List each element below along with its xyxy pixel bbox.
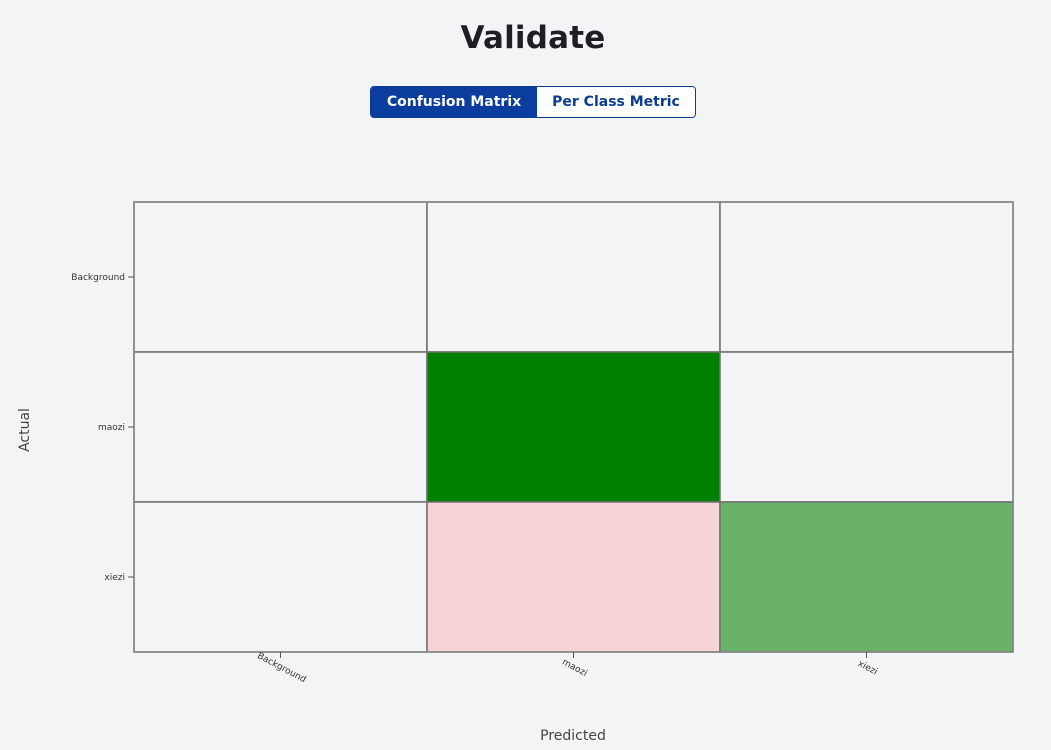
x-tick-label: xiezi <box>856 659 879 677</box>
view-tabs: Confusion Matrix Per Class Metric <box>370 86 696 118</box>
matrix-cell <box>133 201 428 353</box>
matrix-cell <box>133 501 428 653</box>
page-title: Validate <box>460 20 606 56</box>
matrix-cell <box>426 201 721 353</box>
y-axis-label: Actual <box>17 408 33 452</box>
y-tick-label: maozi <box>98 423 125 433</box>
x-axis-label: Predicted <box>540 728 606 744</box>
matrix-cell <box>426 351 721 503</box>
x-tick-label: Background <box>255 651 307 685</box>
tab-confusion-matrix[interactable]: Confusion Matrix <box>371 87 537 117</box>
tab-per-class-metric[interactable]: Per Class Metric <box>537 87 695 117</box>
matrix-cell <box>719 201 1014 353</box>
matrix-cell <box>719 501 1014 653</box>
x-tick-label: maozi <box>560 657 589 679</box>
matrix-cell <box>133 351 428 503</box>
y-tick-label: Background <box>71 273 125 283</box>
matrix-cell <box>719 351 1014 503</box>
matrix-cell <box>426 501 721 653</box>
y-tick-label: xiezi <box>104 573 125 583</box>
